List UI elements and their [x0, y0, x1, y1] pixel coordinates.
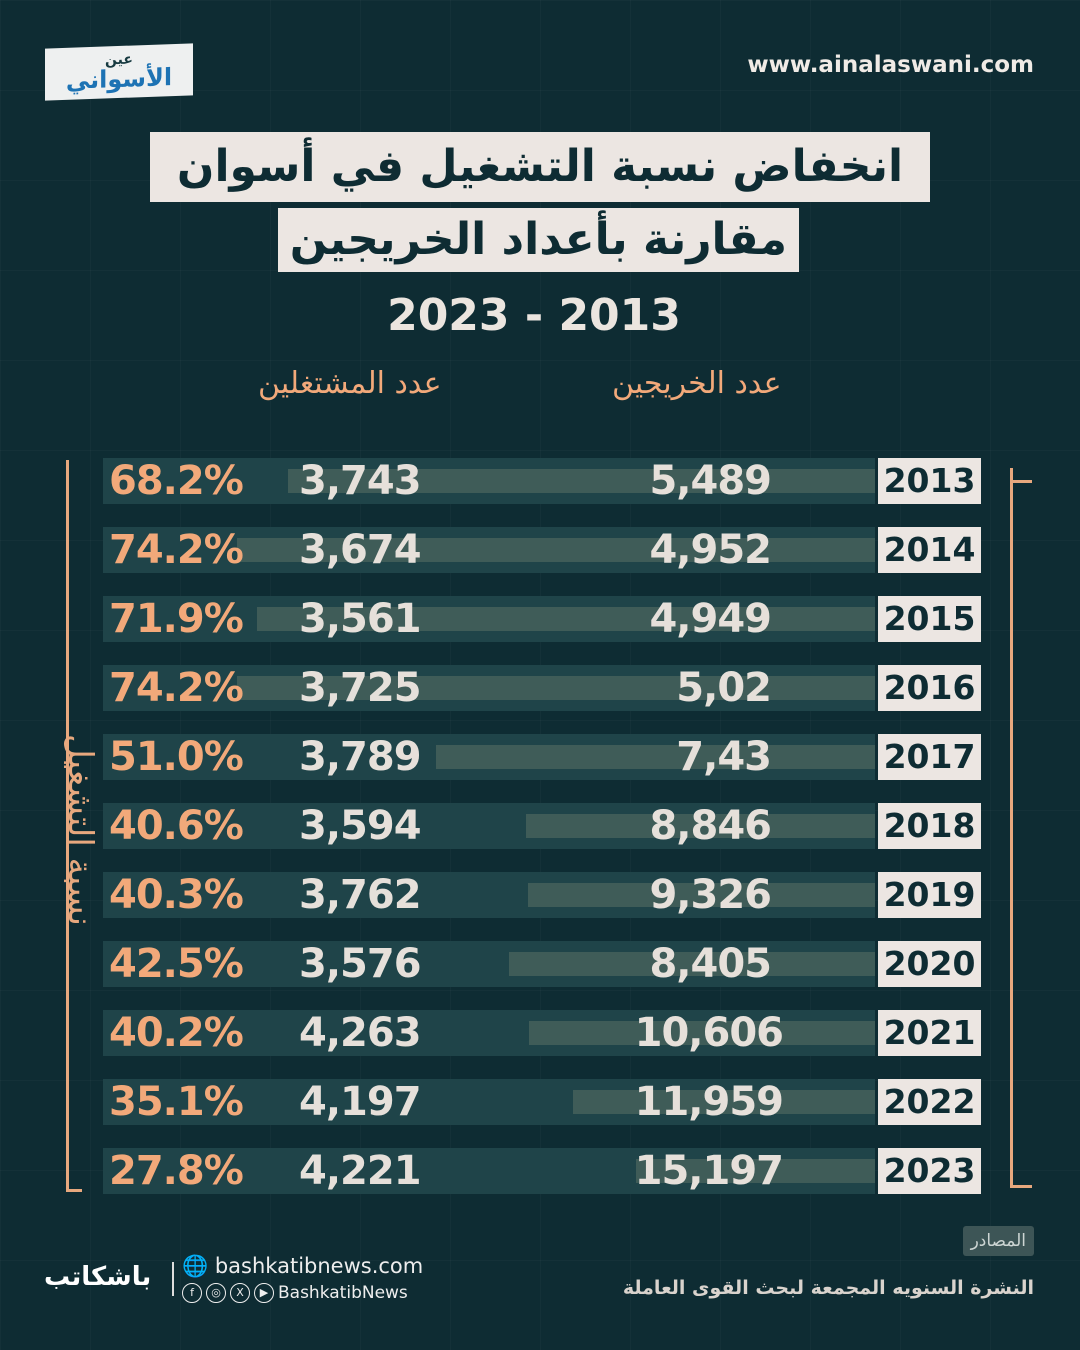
rate-bar [237, 676, 875, 700]
table-row: 40.3% 3,762 9,326 2019 [103, 872, 981, 918]
employed-value: 3,725 [299, 665, 422, 711]
graduates-value: 8,405 [649, 941, 772, 987]
youtube-icon[interactable]: ▶ [254, 1283, 274, 1303]
employment-rate-value: 42.5% [109, 941, 244, 987]
table-row: 68.2% 3,743 5,489 2013 [103, 458, 981, 504]
employed-value: 4,263 [299, 1010, 422, 1056]
employed-value: 3,743 [299, 458, 422, 504]
year-label: 2023 [878, 1148, 981, 1194]
employment-rate-value: 68.2% [109, 458, 244, 504]
year-label: 2022 [878, 1079, 981, 1125]
table-row: 74.2% 3,725 5,02 2016 [103, 665, 981, 711]
graduates-value: 9,326 [649, 872, 772, 918]
rate-bar [528, 883, 875, 907]
period-label: 2023 - 2013 [387, 290, 681, 341]
graduates-value: 7,43 [676, 734, 772, 780]
rate-bracket [66, 460, 87, 1192]
table-row: 74.2% 3,674 4,952 2014 [103, 527, 981, 573]
divider [172, 1262, 174, 1296]
employment-rate-value: 71.9% [109, 596, 244, 642]
employment-rate-value: 51.0% [109, 734, 244, 780]
x-icon[interactable]: X [230, 1283, 250, 1303]
logo-text-big: الأسواني [65, 63, 173, 95]
graduates-value: 5,02 [676, 665, 772, 711]
table-row: 71.9% 3,561 4,949 2015 [103, 596, 981, 642]
globe-icon: 🌐 [182, 1254, 209, 1278]
year-label: 2019 [878, 872, 981, 918]
employment-rate-value: 40.2% [109, 1010, 244, 1056]
rate-bar [436, 745, 875, 769]
table-row: 40.6% 3,594 8,846 2018 [103, 803, 981, 849]
graduates-value: 5,489 [649, 458, 772, 504]
brand-website[interactable]: 🌐 bashkatibnews.com [182, 1254, 423, 1279]
rate-bar [237, 538, 875, 562]
sources-label: المصادر [962, 1226, 1034, 1256]
rate-bar [509, 952, 875, 976]
table-row: 51.0% 3,789 7,43 2017 [103, 734, 981, 780]
graduates-value: 11,959 [634, 1079, 784, 1125]
logo: عين الأسواني [45, 43, 193, 101]
instagram-icon[interactable]: ◎ [206, 1283, 226, 1303]
employment-rate-value: 74.2% [109, 527, 244, 573]
rate-bar [257, 607, 875, 631]
brand-website-text: bashkatibnews.com [214, 1254, 424, 1278]
graduates-value: 15,197 [634, 1148, 784, 1194]
rate-bar [529, 1021, 875, 1045]
chart-title: انخفاض نسبة التشغيل في أسوان [150, 132, 930, 202]
table-row: 40.2% 4,263 10,606 2021 [103, 1010, 981, 1056]
year-label: 2018 [878, 803, 981, 849]
year-label: 2016 [878, 665, 981, 711]
employed-value: 3,789 [299, 734, 422, 780]
graduates-value: 10,606 [634, 1010, 784, 1056]
employed-value: 4,221 [299, 1148, 422, 1194]
employment-rate-value: 74.2% [109, 665, 244, 711]
rate-bar [636, 1159, 875, 1183]
graduates-value: 8,846 [649, 803, 772, 849]
year-label: 2015 [878, 596, 981, 642]
employed-value: 4,197 [299, 1079, 422, 1125]
employment-rate-value: 27.8% [109, 1148, 244, 1194]
employment-rate-value: 40.6% [109, 803, 244, 849]
source-text: النشرة السنويه المجمعة لبحث القوى العامل… [622, 1277, 1034, 1299]
employed-value: 3,674 [299, 527, 422, 573]
rate-bar [573, 1090, 875, 1114]
employment-rate-value: 35.1% [109, 1079, 244, 1125]
year-label: 2014 [878, 527, 981, 573]
employment-rate-value: 40.3% [109, 872, 244, 918]
employed-value: 3,762 [299, 872, 422, 918]
year-label: 2021 [878, 1010, 981, 1056]
social-handle: BashkatibNews [278, 1283, 408, 1303]
rate-bar [288, 469, 875, 493]
employed-value: 3,561 [299, 596, 422, 642]
year-label: 2013 [878, 458, 981, 504]
brand-logo: باشكاتب [44, 1262, 152, 1292]
facebook-icon[interactable]: f [182, 1283, 202, 1303]
employed-value: 3,576 [299, 941, 422, 987]
website-url[interactable]: www.ainalaswani.com [747, 52, 1034, 78]
year-label: 2017 [878, 734, 981, 780]
graduates-column-header: عدد الخريجين [612, 366, 782, 401]
employment-rate-label: نسبة التشغيل [60, 734, 100, 926]
employed-value: 3,594 [299, 803, 422, 849]
table-row: 42.5% 3,576 8,405 2020 [103, 941, 981, 987]
table-row: 27.8% 4,221 15,197 2023 [103, 1148, 981, 1194]
year-label: 2020 [878, 941, 981, 987]
chart-subtitle: مقارنة بأعداد الخريجين [278, 208, 799, 272]
employed-column-header: عدد المشتغلين [258, 366, 442, 401]
rate-bar [526, 814, 875, 838]
year-bracket-decoration [1010, 468, 1035, 1188]
table-row: 35.1% 4,197 11,959 2022 [103, 1079, 981, 1125]
graduates-value: 4,949 [649, 596, 772, 642]
graduates-value: 4,952 [649, 527, 772, 573]
social-links: f ◎ X ▶ BashkatibNews [182, 1283, 408, 1303]
